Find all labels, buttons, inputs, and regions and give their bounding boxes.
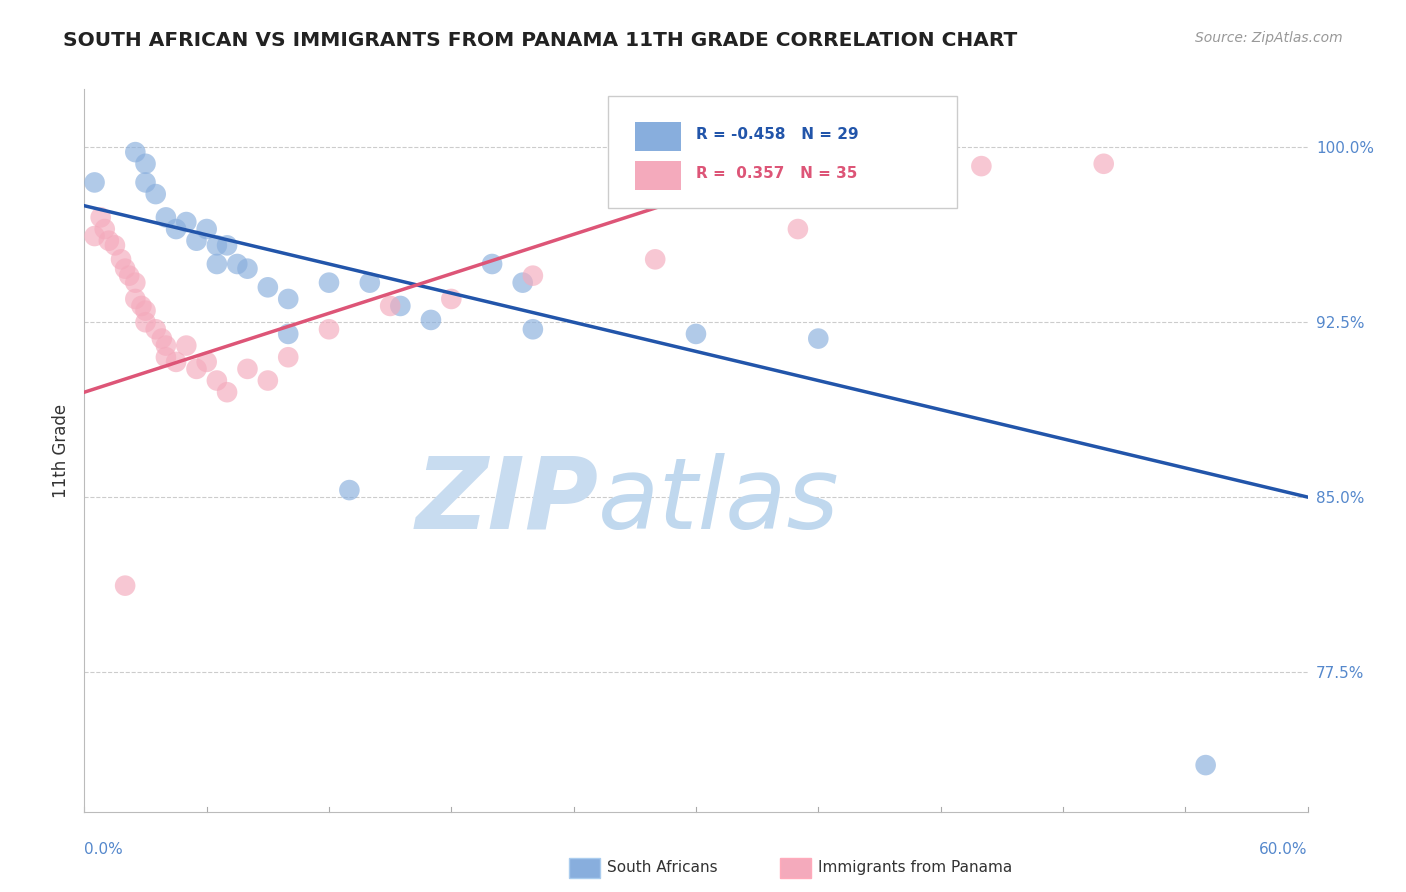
Text: atlas: atlas <box>598 452 839 549</box>
Point <box>522 322 544 336</box>
Point <box>970 159 993 173</box>
Y-axis label: 11th Grade: 11th Grade <box>52 403 70 498</box>
Text: South Africans: South Africans <box>607 860 718 874</box>
Point <box>155 338 177 352</box>
FancyBboxPatch shape <box>636 122 682 151</box>
Point <box>155 350 177 364</box>
Point <box>93 222 115 236</box>
Point <box>257 280 280 294</box>
Point <box>186 362 208 376</box>
Point <box>389 299 412 313</box>
Point <box>217 385 239 400</box>
Point <box>277 350 299 364</box>
Point <box>104 238 127 252</box>
Point <box>195 222 218 236</box>
Text: R = -0.458   N = 29: R = -0.458 N = 29 <box>696 128 859 143</box>
Point <box>257 374 280 388</box>
Point <box>90 211 112 225</box>
Text: ZIP: ZIP <box>415 452 598 549</box>
Point <box>685 326 707 341</box>
Point <box>124 292 146 306</box>
Point <box>135 315 157 329</box>
Point <box>83 229 105 244</box>
Text: 60.0%: 60.0% <box>1260 842 1308 857</box>
Point <box>236 362 259 376</box>
Point <box>277 326 299 341</box>
Point <box>135 157 157 171</box>
Point <box>236 261 259 276</box>
Point <box>174 338 197 352</box>
Point <box>481 257 503 271</box>
Point <box>145 322 167 336</box>
Point <box>205 257 228 271</box>
Point <box>114 579 136 593</box>
Point <box>1092 157 1115 171</box>
Text: 0.0%: 0.0% <box>84 842 124 857</box>
Point <box>110 252 132 267</box>
Point <box>226 257 249 271</box>
Point <box>440 292 463 306</box>
Point <box>118 268 141 283</box>
Point <box>131 299 153 313</box>
Point <box>114 261 136 276</box>
Point <box>339 483 361 497</box>
Point <box>318 276 340 290</box>
Point <box>644 252 666 267</box>
Point <box>277 292 299 306</box>
Text: Immigrants from Panama: Immigrants from Panama <box>818 860 1012 874</box>
Point <box>1195 758 1218 772</box>
Point <box>217 238 239 252</box>
Point <box>420 313 443 327</box>
Point <box>380 299 402 313</box>
Point <box>807 332 830 346</box>
FancyBboxPatch shape <box>636 161 682 190</box>
Point <box>174 215 197 229</box>
Point <box>205 374 228 388</box>
Point <box>205 238 228 252</box>
Point <box>318 322 340 336</box>
Text: SOUTH AFRICAN VS IMMIGRANTS FROM PANAMA 11TH GRADE CORRELATION CHART: SOUTH AFRICAN VS IMMIGRANTS FROM PANAMA … <box>63 31 1018 50</box>
Point <box>522 268 544 283</box>
Text: Source: ZipAtlas.com: Source: ZipAtlas.com <box>1195 31 1343 45</box>
Point <box>124 276 146 290</box>
Point <box>145 187 167 202</box>
Point <box>165 222 187 236</box>
FancyBboxPatch shape <box>607 96 956 209</box>
Point <box>135 176 157 190</box>
Point <box>512 276 534 290</box>
Point <box>359 276 381 290</box>
Point <box>787 222 810 236</box>
Point <box>195 355 218 369</box>
Point <box>135 303 157 318</box>
Text: R =  0.357   N = 35: R = 0.357 N = 35 <box>696 167 858 181</box>
Point <box>165 355 187 369</box>
Point <box>124 145 146 160</box>
Point <box>155 211 177 225</box>
Point <box>150 332 173 346</box>
Point <box>83 176 105 190</box>
Point <box>186 234 208 248</box>
Point <box>97 234 120 248</box>
